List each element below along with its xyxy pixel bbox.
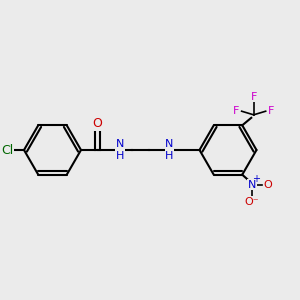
Text: F: F xyxy=(268,106,274,116)
Text: F: F xyxy=(233,106,239,116)
Text: F: F xyxy=(250,92,257,102)
Text: Cl: Cl xyxy=(2,143,14,157)
Text: O: O xyxy=(263,180,272,190)
Text: O⁻: O⁻ xyxy=(245,197,260,207)
Text: N: N xyxy=(248,180,256,190)
Text: N
H: N H xyxy=(116,139,124,161)
Text: N
H: N H xyxy=(165,139,174,161)
Text: +: + xyxy=(252,174,260,184)
Text: O: O xyxy=(93,117,102,130)
